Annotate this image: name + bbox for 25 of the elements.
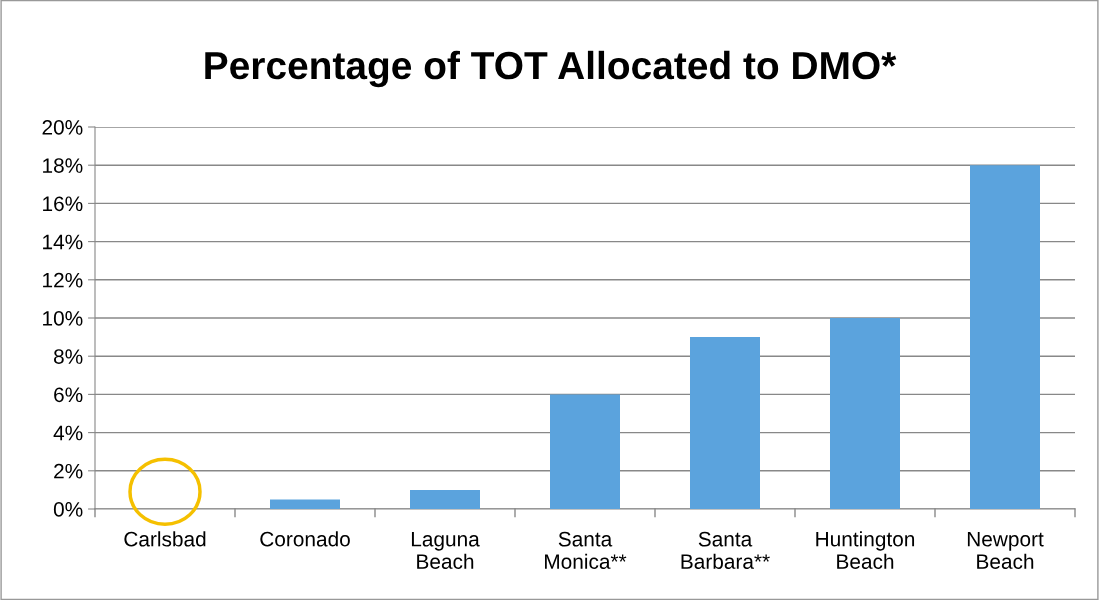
y-tick-label: 0%	[53, 502, 83, 517]
y-tick-label: 18%	[43, 158, 83, 173]
x-tick-label: Newport Beach	[967, 531, 1044, 569]
y-tick-label: 4%	[53, 425, 83, 441]
bar	[970, 165, 1040, 509]
x-tick-label: Santa Barbara**	[681, 531, 770, 569]
y-tick-label: 12%	[43, 272, 83, 288]
x-tick-label: Carlsbad	[124, 531, 206, 547]
bar	[830, 318, 900, 509]
y-tick-label: 10%	[43, 311, 83, 326]
y-tick-label: 20%	[42, 120, 83, 135]
bar	[550, 394, 620, 509]
y-tick-label: 16%	[43, 196, 83, 212]
x-tick-label: Coronado	[260, 531, 350, 547]
y-tick-label: 6%	[54, 387, 83, 403]
y-tick-label: 2%	[54, 463, 83, 479]
x-tick-label: Santa Monica**	[545, 531, 627, 569]
chart-title: Percentage of TOT Allocated to DMO*	[205, 50, 897, 88]
bar	[410, 489, 480, 509]
y-tick-label: 14%	[43, 234, 83, 250]
x-tick-label: Laguna Beach	[411, 531, 480, 569]
bar	[270, 499, 340, 509]
bar	[690, 337, 760, 509]
x-tick-label: Huntington Beach	[816, 531, 915, 569]
y-tick-label: 8%	[53, 349, 83, 364]
